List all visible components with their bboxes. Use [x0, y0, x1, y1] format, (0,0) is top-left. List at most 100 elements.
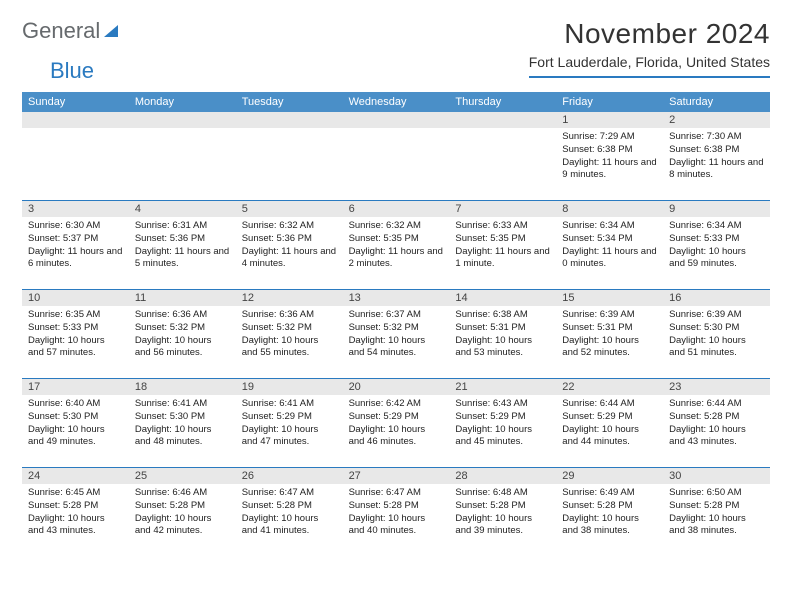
- sun-info: Sunrise: 6:43 AMSunset: 5:29 PMDaylight:…: [455, 398, 550, 449]
- day-number: 16: [663, 290, 770, 306]
- sunset-text: Sunset: 5:28 PM: [669, 411, 764, 424]
- sunset-text: Sunset: 5:33 PM: [28, 322, 123, 335]
- sun-info: Sunrise: 6:42 AMSunset: 5:29 PMDaylight:…: [349, 398, 444, 449]
- sun-info: Sunrise: 7:30 AMSunset: 6:38 PMDaylight:…: [669, 131, 764, 182]
- sunrise-text: Sunrise: 6:38 AM: [455, 309, 550, 322]
- sunset-text: Sunset: 5:32 PM: [242, 322, 337, 335]
- dayname-cell: Tuesday: [236, 92, 343, 112]
- sunset-text: Sunset: 5:31 PM: [562, 322, 657, 335]
- sun-info: Sunrise: 6:44 AMSunset: 5:28 PMDaylight:…: [669, 398, 764, 449]
- sunrise-text: Sunrise: 6:40 AM: [28, 398, 123, 411]
- day-number: 4: [129, 201, 236, 217]
- sunset-text: Sunset: 5:28 PM: [135, 500, 230, 513]
- sunset-text: Sunset: 6:38 PM: [669, 144, 764, 157]
- sunrise-text: Sunrise: 6:50 AM: [669, 487, 764, 500]
- day-cell: 14 Sunrise: 6:38 AMSunset: 5:31 PMDayligh…: [449, 290, 556, 378]
- sunset-text: Sunset: 5:30 PM: [669, 322, 764, 335]
- day-cell: 21 Sunrise: 6:43 AMSunset: 5:29 PMDayligh…: [449, 379, 556, 467]
- day-number: 1: [556, 112, 663, 128]
- dayname-cell: Sunday: [22, 92, 129, 112]
- day-cell: 22Sunrise: 6:44 AMSunset: 5:29 PMDayligh…: [556, 379, 663, 467]
- daylight-text: Daylight: 10 hours and 44 minutes.: [562, 424, 657, 450]
- week-row: 10 Sunrise: 6:35 AMSunset: 5:33 PMDayligh…: [22, 289, 770, 378]
- sunrise-text: Sunrise: 7:30 AM: [669, 131, 764, 144]
- sun-info: Sunrise: 6:41 AMSunset: 5:29 PMDaylight:…: [242, 398, 337, 449]
- day-cell: 2Sunrise: 7:30 AMSunset: 6:38 PMDaylight…: [663, 112, 770, 200]
- sunrise-text: Sunrise: 6:34 AM: [669, 220, 764, 233]
- sunrise-text: Sunrise: 6:39 AM: [562, 309, 657, 322]
- day-number: 29: [556, 468, 663, 484]
- day-number: 6: [343, 201, 450, 217]
- day-cell: 17Sunrise: 6:40 AMSunset: 5:30 PMDayligh…: [22, 379, 129, 467]
- day-number: 15: [556, 290, 663, 306]
- day-cell: 12Sunrise: 6:36 AMSunset: 5:32 PMDayligh…: [236, 290, 343, 378]
- day-number: 10: [22, 290, 129, 306]
- day-cell: [236, 112, 343, 200]
- day-number: 21: [449, 379, 556, 395]
- sun-info: Sunrise: 6:32 AMSunset: 5:35 PMDaylight:…: [349, 220, 444, 271]
- sun-info: Sunrise: 6:44 AMSunset: 5:29 PMDaylight:…: [562, 398, 657, 449]
- daylight-text: Daylight: 11 hours and 4 minutes.: [242, 246, 337, 272]
- sunset-text: Sunset: 5:29 PM: [242, 411, 337, 424]
- daylight-text: Daylight: 10 hours and 43 minutes.: [28, 513, 123, 539]
- sunset-text: Sunset: 5:36 PM: [242, 233, 337, 246]
- sunrise-text: Sunrise: 7:29 AM: [562, 131, 657, 144]
- sun-info: Sunrise: 6:35 AMSunset: 5:33 PMDaylight:…: [28, 309, 123, 360]
- sunset-text: Sunset: 5:35 PM: [349, 233, 444, 246]
- sunset-text: Sunset: 5:30 PM: [28, 411, 123, 424]
- sun-info: Sunrise: 6:32 AMSunset: 5:36 PMDaylight:…: [242, 220, 337, 271]
- sun-info: Sunrise: 6:49 AMSunset: 5:28 PMDaylight:…: [562, 487, 657, 538]
- sunset-text: Sunset: 5:33 PM: [669, 233, 764, 246]
- sun-info: Sunrise: 6:36 AMSunset: 5:32 PMDaylight:…: [242, 309, 337, 360]
- daylight-text: Daylight: 10 hours and 52 minutes.: [562, 335, 657, 361]
- day-cell: 29 Sunrise: 6:49 AMSunset: 5:28 PMDayligh…: [556, 468, 663, 556]
- day-number: 5: [236, 201, 343, 217]
- daylight-text: Daylight: 10 hours and 42 minutes.: [135, 513, 230, 539]
- sun-info: Sunrise: 6:50 AMSunset: 5:28 PMDaylight:…: [669, 487, 764, 538]
- sunrise-text: Sunrise: 6:32 AM: [242, 220, 337, 233]
- sun-info: Sunrise: 6:31 AMSunset: 5:36 PMDaylight:…: [135, 220, 230, 271]
- daylight-text: Daylight: 10 hours and 45 minutes.: [455, 424, 550, 450]
- week-row: 1Sunrise: 7:29 AMSunset: 6:38 PMDaylight…: [22, 112, 770, 200]
- sun-info: Sunrise: 6:39 AMSunset: 5:30 PMDaylight:…: [669, 309, 764, 360]
- day-cell: 26Sunrise: 6:47 AMSunset: 5:28 PMDayligh…: [236, 468, 343, 556]
- day-cell: [343, 112, 450, 200]
- sunrise-text: Sunrise: 6:33 AM: [455, 220, 550, 233]
- daylight-text: Daylight: 11 hours and 5 minutes.: [135, 246, 230, 272]
- daylight-text: Daylight: 10 hours and 57 minutes.: [28, 335, 123, 361]
- daylight-text: Daylight: 11 hours and 1 minute.: [455, 246, 550, 272]
- sun-info: Sunrise: 6:40 AMSunset: 5:30 PMDaylight:…: [28, 398, 123, 449]
- daylight-text: Daylight: 10 hours and 55 minutes.: [242, 335, 337, 361]
- day-number: [22, 112, 129, 128]
- day-cell: 11Sunrise: 6:36 AMSunset: 5:32 PMDayligh…: [129, 290, 236, 378]
- day-number: 27: [343, 468, 450, 484]
- day-number: 13: [343, 290, 450, 306]
- day-number: 28: [449, 468, 556, 484]
- day-cell: 3Sunrise: 6:30 AMSunset: 5:37 PMDaylight…: [22, 201, 129, 289]
- day-cell: 24Sunrise: 6:45 AMSunset: 5:28 PMDayligh…: [22, 468, 129, 556]
- sunset-text: Sunset: 5:29 PM: [349, 411, 444, 424]
- sunset-text: Sunset: 5:30 PM: [135, 411, 230, 424]
- sunrise-text: Sunrise: 6:41 AM: [135, 398, 230, 411]
- sunrise-text: Sunrise: 6:45 AM: [28, 487, 123, 500]
- month-title: November 2024: [529, 18, 770, 50]
- daylight-text: Daylight: 10 hours and 49 minutes.: [28, 424, 123, 450]
- daylight-text: Daylight: 11 hours and 6 minutes.: [28, 246, 123, 272]
- day-number: [129, 112, 236, 128]
- sunrise-text: Sunrise: 6:46 AM: [135, 487, 230, 500]
- daylight-text: Daylight: 10 hours and 40 minutes.: [349, 513, 444, 539]
- day-number: 18: [129, 379, 236, 395]
- day-number: 14: [449, 290, 556, 306]
- day-number: 7: [449, 201, 556, 217]
- daylight-text: Daylight: 10 hours and 38 minutes.: [562, 513, 657, 539]
- daylight-text: Daylight: 10 hours and 41 minutes.: [242, 513, 337, 539]
- dayname-cell: Wednesday: [343, 92, 450, 112]
- sun-info: Sunrise: 6:45 AMSunset: 5:28 PMDaylight:…: [28, 487, 123, 538]
- daylight-text: Daylight: 11 hours and 0 minutes.: [562, 246, 657, 272]
- sun-info: Sunrise: 6:38 AMSunset: 5:31 PMDaylight:…: [455, 309, 550, 360]
- day-number: 26: [236, 468, 343, 484]
- sunset-text: Sunset: 5:28 PM: [455, 500, 550, 513]
- day-cell: 4 Sunrise: 6:31 AMSunset: 5:36 PMDaylight…: [129, 201, 236, 289]
- daylight-text: Daylight: 10 hours and 39 minutes.: [455, 513, 550, 539]
- sunset-text: Sunset: 5:32 PM: [135, 322, 230, 335]
